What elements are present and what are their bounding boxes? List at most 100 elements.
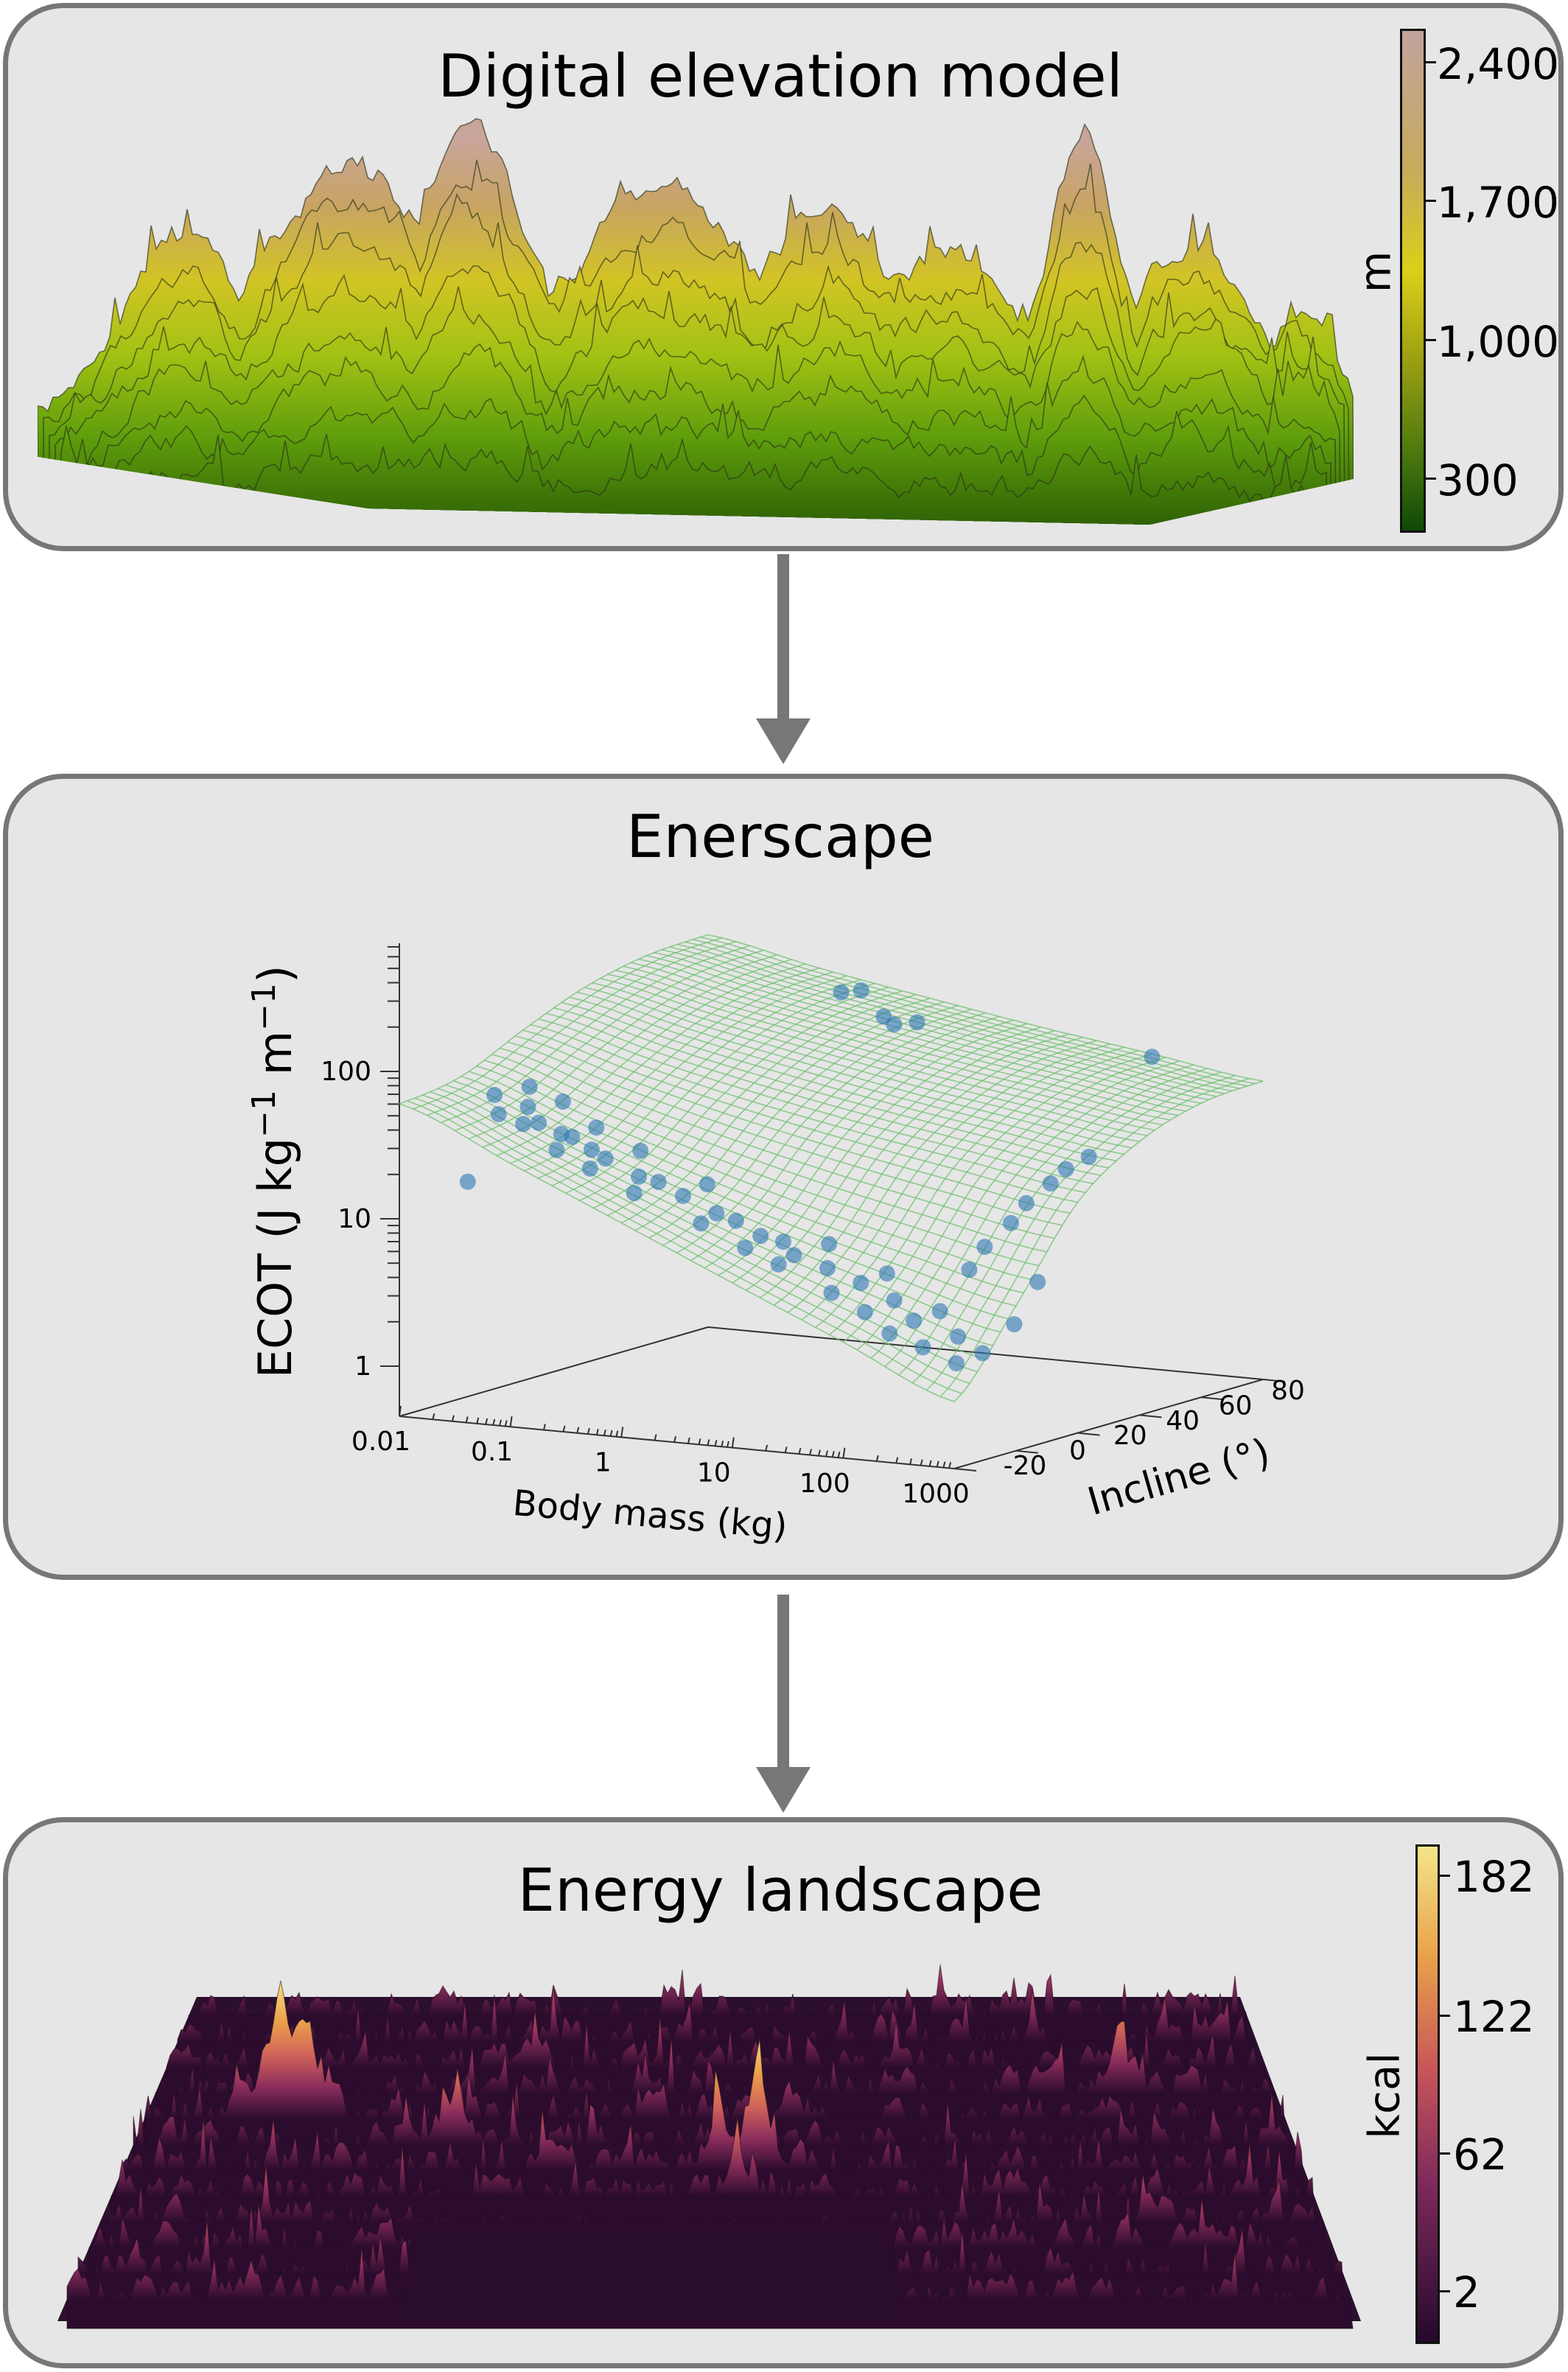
energy-colorbar-tick: [1440, 2015, 1450, 2017]
data-point: [1002, 1214, 1019, 1231]
flow-arrow-shaft: [777, 554, 789, 724]
data-point: [564, 1128, 581, 1145]
mass-axis-tick: [784, 1446, 788, 1453]
incline-axis-tick: [1077, 1432, 1100, 1436]
data-point: [588, 1119, 605, 1136]
mass-axis-line: [399, 1416, 955, 1469]
mass-axis-tick: [654, 1434, 657, 1441]
ecot-axis-title-part: −1: [245, 983, 283, 1031]
data-point: [490, 1105, 507, 1122]
mass-axis-tick: [837, 1451, 841, 1458]
mass-axis-tick: [451, 1415, 455, 1422]
mass-axis-tick: [603, 1429, 606, 1436]
mass-axis-tick: [587, 1427, 590, 1435]
surface-mesh-line: [707, 934, 1264, 1082]
surface-mesh-line: [676, 943, 1233, 1092]
mass-axis-tick: [465, 1416, 469, 1423]
surface-mesh-line: [623, 965, 1178, 1116]
ecot-axis-title-part: −1: [245, 1090, 283, 1138]
surface-mesh-line: [399, 1103, 955, 1402]
mass-axis-tick: [818, 1449, 821, 1456]
mass-axis-tick: [562, 1425, 566, 1432]
data-point: [770, 1256, 787, 1273]
data-point: [974, 1345, 991, 1362]
ecot-tick-label: 1: [354, 1351, 371, 1382]
mass-axis-tick: [499, 1419, 502, 1427]
data-point: [632, 1142, 649, 1159]
data-point: [583, 1141, 600, 1158]
energy-terrain-layer: [99, 2163, 1325, 2252]
data-point: [821, 1236, 838, 1253]
data-point: [548, 1141, 565, 1158]
surface-mesh-line: [483, 1060, 1040, 1267]
mass-axis-tick: [809, 1449, 813, 1455]
mass-tick-label: 10: [697, 1458, 731, 1488]
dem-colorbar-tick: [1426, 61, 1436, 63]
mass-axis-tick: [942, 1461, 946, 1468]
mass-axis-tick: [798, 1447, 802, 1455]
data-point: [531, 1114, 547, 1131]
energy-flat-region: [402, 2233, 903, 2321]
ecot-axis-title-part: ECOT (J kg: [248, 1138, 302, 1378]
data-point: [909, 1014, 925, 1031]
mass-tick-label: 1: [595, 1447, 612, 1477]
surface-mesh-line: [553, 1007, 1109, 1169]
floor-left-edge: [399, 1326, 709, 1417]
mass-axis-tick: [731, 1437, 735, 1448]
surface-mesh-line: [685, 941, 1240, 1089]
surface-mesh-line: [561, 1001, 1117, 1162]
data-point: [785, 1247, 802, 1264]
dem-colorbar-tick: [1426, 200, 1436, 202]
surface-mesh-line: [469, 1071, 1024, 1294]
data-point: [1018, 1194, 1035, 1211]
surface-mesh-line: [584, 987, 1140, 1142]
data-point: [1029, 1273, 1046, 1290]
data-point: [878, 1265, 895, 1282]
mass-tick-label: 1000: [902, 1479, 970, 1509]
mass-axis-tick: [707, 1439, 710, 1446]
data-point: [699, 1176, 715, 1193]
data-point: [631, 1168, 648, 1185]
data-point: [886, 1292, 903, 1309]
mass-axis-tick: [831, 1451, 835, 1458]
data-point: [906, 1312, 923, 1329]
surface-mesh-line: [430, 1091, 986, 1360]
mass-axis-tick: [698, 1438, 701, 1445]
mass-axis-tick: [432, 1413, 435, 1420]
mass-axis-tick: [909, 1458, 913, 1465]
ecot-tick-label: 10: [337, 1204, 371, 1234]
incline-tick-label: 80: [1271, 1376, 1305, 1406]
mass-tick-label: 0.01: [351, 1427, 410, 1457]
incline-tick-label: 20: [1113, 1421, 1147, 1451]
incline-tick-label: 40: [1166, 1406, 1200, 1436]
data-point: [459, 1173, 476, 1190]
energy-colorbar-unit: kcal: [1359, 2052, 1410, 2139]
data-point: [948, 1355, 965, 1372]
surface-mesh-line: [507, 1041, 1063, 1226]
incline-axis-line: [953, 1379, 1264, 1469]
surface-mesh-line: [615, 969, 1171, 1121]
mass-axis-tick: [936, 1460, 939, 1468]
data-point: [886, 1016, 903, 1033]
data-point: [856, 1304, 873, 1320]
surface-mesh-line: [499, 1047, 1055, 1239]
ecot-axis-title: ECOT (J kg−1 m−1): [245, 965, 302, 1378]
data-point: [1144, 1049, 1161, 1066]
surface-mesh-line: [576, 991, 1133, 1149]
surface-mesh-line: [491, 1054, 1047, 1253]
mass-axis-tick: [509, 1416, 513, 1427]
surface-mesh-line: [669, 946, 1225, 1094]
mass-axis-tick: [895, 1457, 899, 1463]
energy-colorbar-tick: [1440, 1875, 1450, 1877]
dem-colorbar-tick: [1426, 339, 1436, 341]
data-point: [881, 1325, 898, 1342]
data-point: [650, 1173, 667, 1190]
data-point: [853, 1275, 869, 1292]
data-point: [1006, 1316, 1023, 1333]
energy-colorbar-tick: [1440, 2152, 1450, 2155]
surface-mesh-line: [607, 973, 1163, 1126]
mass-axis-tick: [595, 1429, 599, 1435]
data-point: [708, 1205, 725, 1222]
